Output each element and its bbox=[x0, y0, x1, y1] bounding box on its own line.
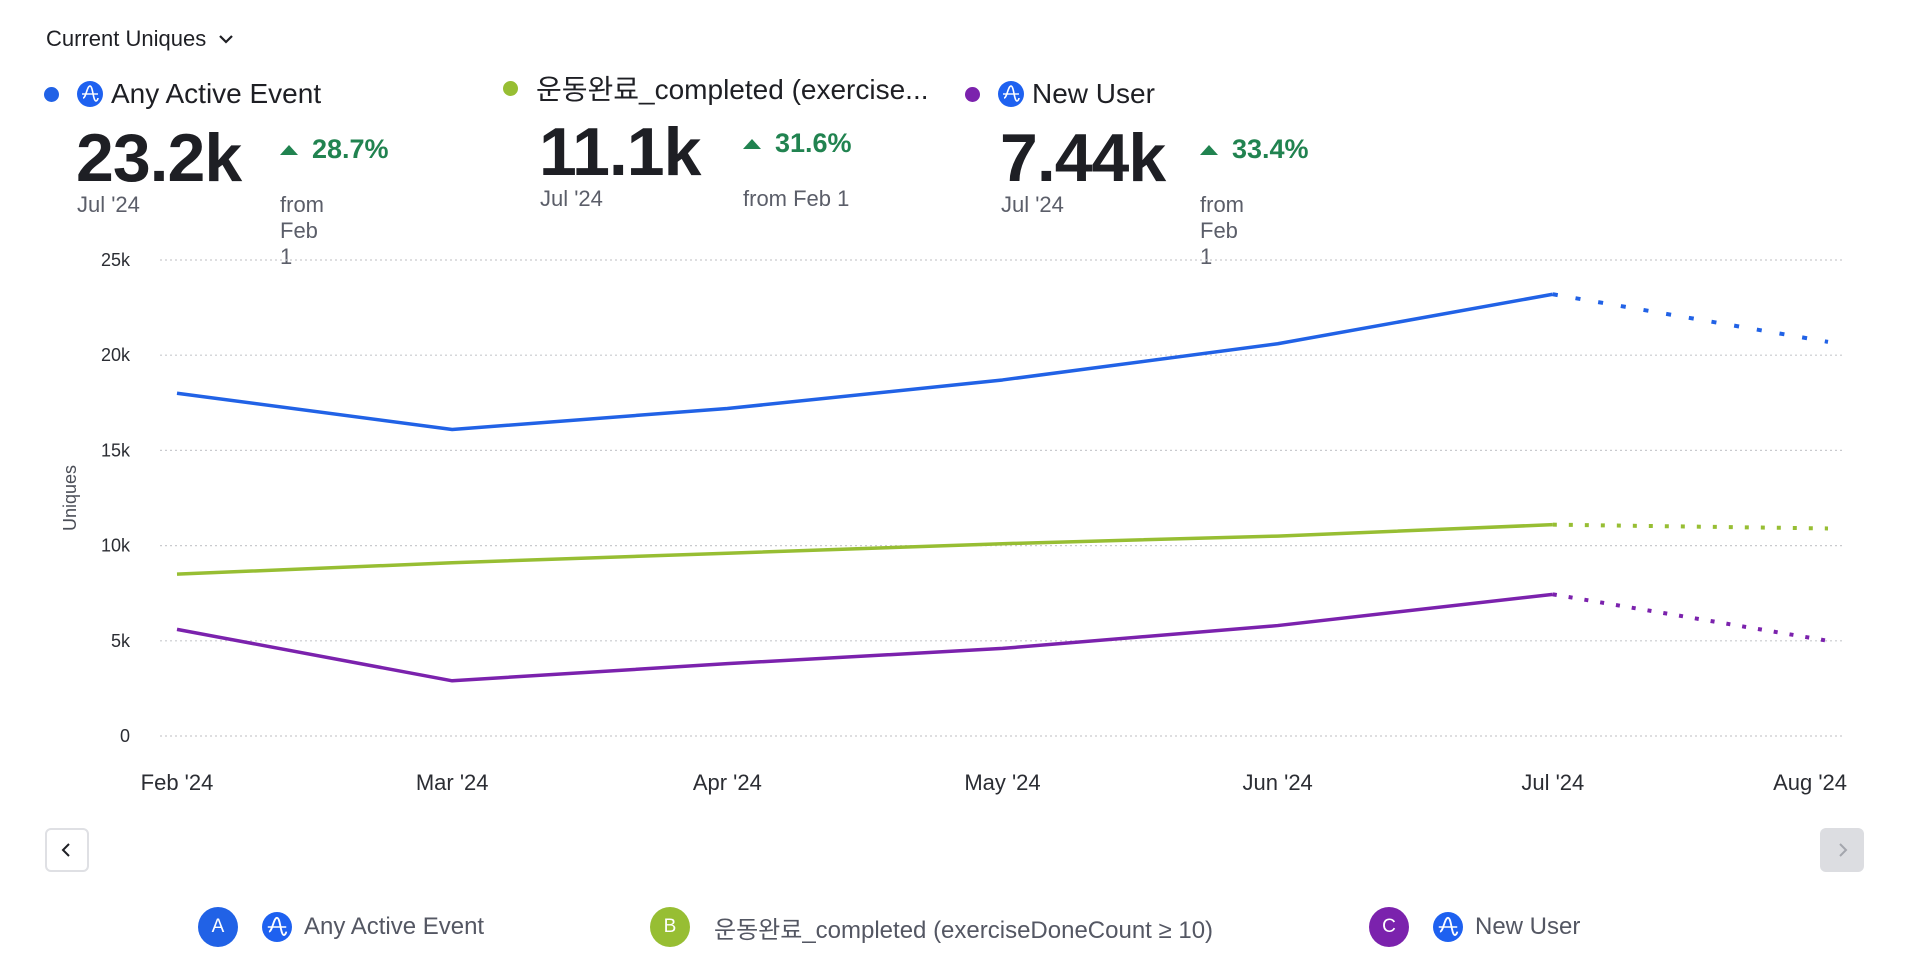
x-tick-label: Mar '24 bbox=[416, 770, 489, 795]
period-label: Jul '24 bbox=[540, 186, 603, 211]
previous-page-button[interactable] bbox=[45, 828, 89, 872]
x-tick-label: Feb '24 bbox=[141, 770, 214, 795]
current-value: 7.44k bbox=[1000, 120, 1166, 196]
y-axis-tick-labels: 0 5k 10k 15k 20k 25k bbox=[101, 250, 131, 746]
amplitude-event-icon bbox=[262, 912, 292, 942]
y-axis-title: Uniques bbox=[60, 465, 80, 531]
current-value: 11.1k bbox=[539, 114, 701, 190]
y-tick-label: 5k bbox=[111, 631, 131, 651]
series-lines bbox=[176, 292, 1829, 683]
series-color-dot bbox=[503, 80, 518, 96]
series-title: New User bbox=[1032, 78, 1155, 109]
comparison-label: from Feb 1 bbox=[280, 192, 324, 269]
line-chart: 0 5k 10k 15k 20k 25k Uniques Feb '24 Mar '24 Ap… bbox=[60, 250, 1847, 795]
summary-exercise-completed: 운동완료_completed (exercise... 11.1k Jul '2… bbox=[503, 70, 929, 216]
series-line-a bbox=[176, 292, 1554, 432]
y-tick-label: 20k bbox=[101, 345, 131, 365]
legend-item-b[interactable]: B 운동완료_completed (exerciseDoneCount ≥ 10… bbox=[650, 906, 1213, 948]
series-line-c bbox=[176, 592, 1554, 683]
amplitude-event-icon bbox=[1433, 912, 1463, 942]
trend-up-icon bbox=[280, 144, 298, 155]
series-badge: C bbox=[1369, 907, 1409, 947]
series-title: Any Active Event bbox=[111, 78, 322, 109]
legend-label: Any Active Event bbox=[304, 913, 485, 940]
series-color-dot bbox=[44, 86, 59, 102]
chevron-left-icon bbox=[61, 843, 70, 857]
period-label: Jul '24 bbox=[77, 192, 140, 217]
change-value: 28.7% bbox=[312, 134, 389, 164]
change-value: 33.4% bbox=[1232, 134, 1309, 164]
gridlines bbox=[160, 259, 1845, 737]
change-value: 31.6% bbox=[775, 128, 852, 158]
x-tick-label: May '24 bbox=[964, 770, 1040, 795]
series-incomplete-segment-b bbox=[1552, 522, 1829, 531]
chevron-down-icon bbox=[219, 35, 233, 44]
y-tick-label: 15k bbox=[101, 440, 131, 460]
change-percent: 28.7% bbox=[280, 134, 389, 165]
legend-label: New User bbox=[1475, 913, 1581, 940]
comparison-label: from Feb 1 bbox=[1200, 192, 1244, 269]
trend-up-icon bbox=[1200, 144, 1218, 155]
comparison-label: from Feb 1 bbox=[743, 186, 850, 211]
metric-selector-dropdown[interactable]: Current Uniques bbox=[46, 24, 236, 54]
metric-selector-label: Current Uniques bbox=[46, 26, 207, 51]
trend-up-icon bbox=[743, 138, 761, 149]
summary-any-active-event: Any Active Event 23.2k Jul '24 28.7% fro… bbox=[44, 76, 389, 269]
series-line-b bbox=[176, 522, 1553, 576]
series-color-dot bbox=[965, 86, 980, 102]
next-page-button[interactable] bbox=[1820, 828, 1864, 872]
x-tick-label: Aug '24 bbox=[1773, 770, 1847, 795]
series-title: 운동완료_completed (exercise... bbox=[536, 74, 929, 105]
change-percent: 31.6% bbox=[743, 128, 852, 159]
amplitude-event-icon bbox=[998, 81, 1024, 107]
x-tick-label: Jul '24 bbox=[1521, 770, 1584, 795]
legend-item-a[interactable]: A Any Active Event bbox=[198, 906, 484, 948]
series-badge: B bbox=[650, 907, 690, 947]
change-percent: 33.4% bbox=[1200, 134, 1309, 165]
y-tick-label: 10k bbox=[101, 536, 131, 556]
legend-label: 운동완료_completed (exerciseDoneCount ≥ 10) bbox=[714, 916, 1214, 944]
summary-new-user: New User 7.44k Jul '24 33.4% from Feb 1 bbox=[965, 76, 1309, 269]
series-incomplete-segment-a bbox=[1552, 292, 1829, 344]
series-incomplete-segment-c bbox=[1552, 592, 1829, 643]
period-label: Jul '24 bbox=[1001, 192, 1064, 217]
amplitude-event-icon bbox=[77, 81, 103, 107]
x-tick-label: Jun '24 bbox=[1243, 770, 1313, 795]
x-tick-label: Apr '24 bbox=[693, 770, 762, 795]
current-value: 23.2k bbox=[76, 120, 242, 196]
y-tick-label: 0 bbox=[120, 726, 130, 746]
legend-item-c[interactable]: C New User bbox=[1369, 906, 1580, 948]
y-tick-label: 25k bbox=[101, 250, 131, 270]
chevron-right-icon bbox=[1839, 843, 1848, 857]
x-axis-tick-labels: Feb '24 Mar '24 Apr '24 May '24 Jun '24 Jul '… bbox=[141, 770, 1847, 795]
series-badge: A bbox=[198, 907, 238, 947]
